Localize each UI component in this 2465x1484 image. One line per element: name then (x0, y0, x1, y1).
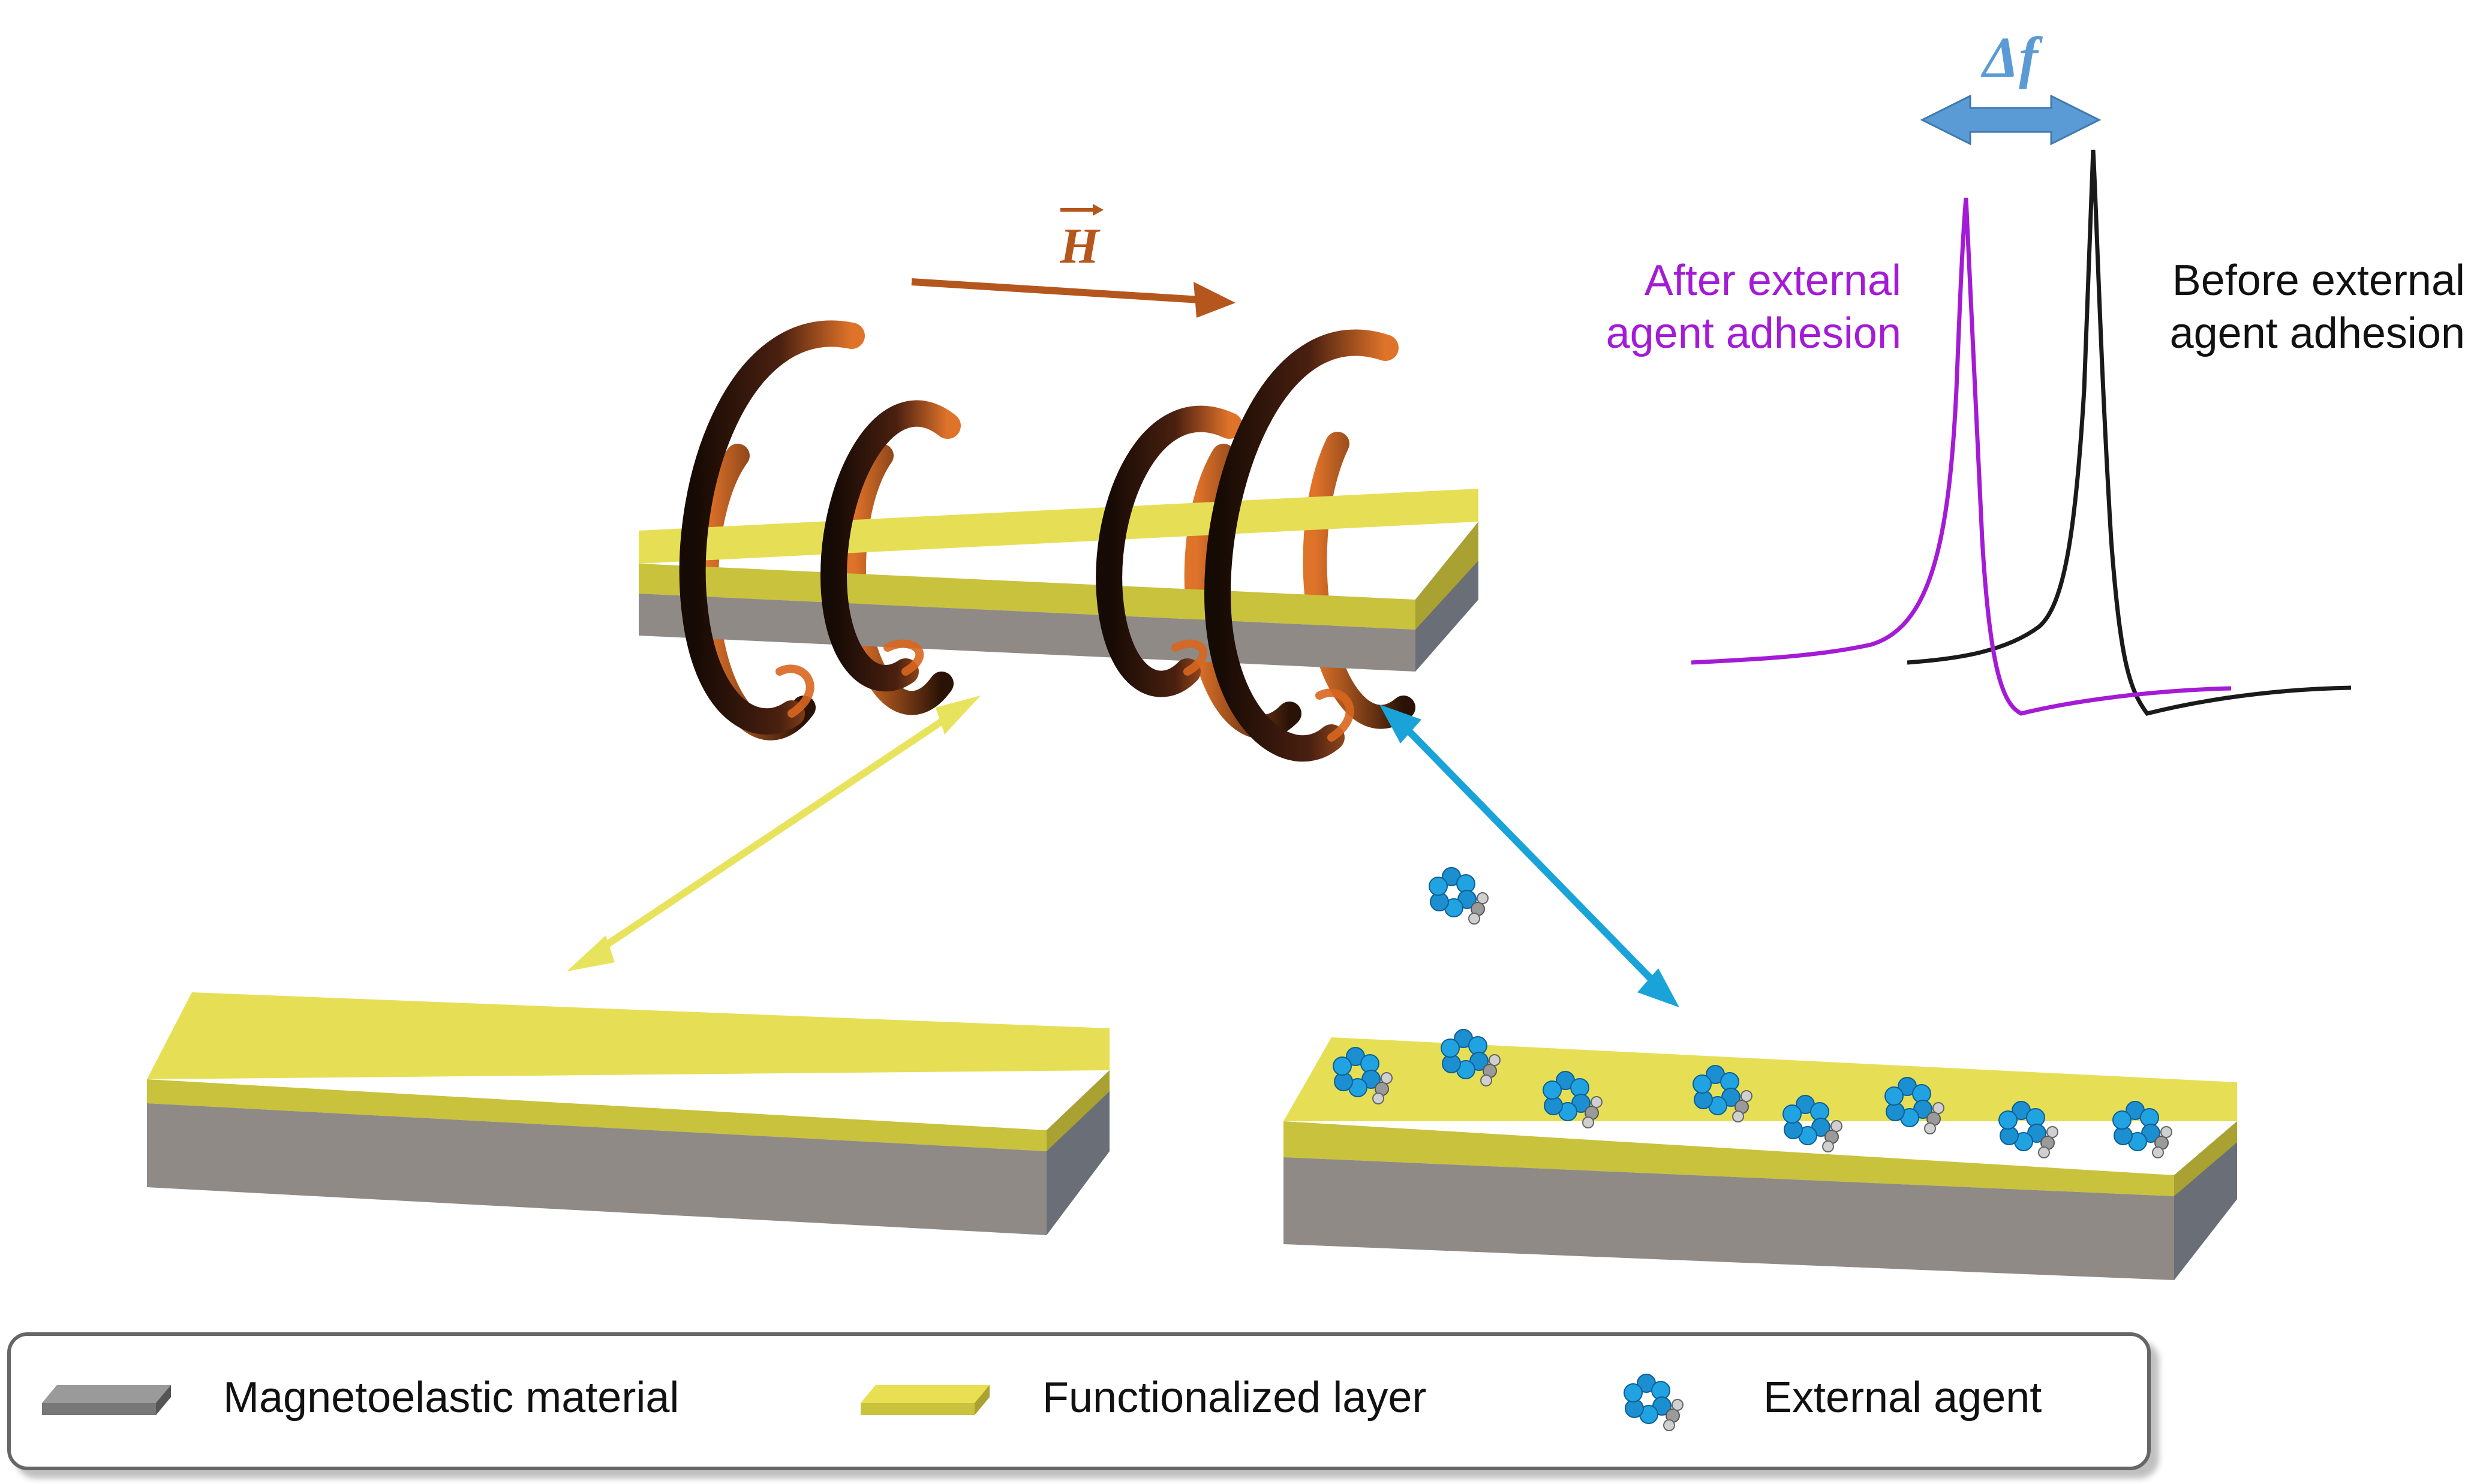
legend-functionalized-label: Functionalized layer (1042, 1374, 1427, 1422)
yellow-link-arrow (567, 696, 981, 971)
coil-front-halves (679, 320, 1399, 762)
legend-magnetoelastic-label: Magnetoelastic material (223, 1374, 680, 1422)
right-sensor-strip (1283, 1037, 2237, 1280)
before-curve (1907, 149, 2352, 716)
coil-loop-1 (679, 320, 865, 735)
central-sensor (639, 320, 1478, 762)
cyan-link-arrow (1379, 705, 1679, 1007)
legend-panel (7, 1332, 2151, 1470)
coil-loop-4 (1204, 329, 1399, 762)
legend-agent-label: External agent (1763, 1374, 2042, 1422)
agent-legend-icon (1624, 1374, 1684, 1431)
delta-f-arrow: Δf (1920, 25, 2102, 146)
after-curve (1691, 197, 2232, 716)
before-label: Before external agent adhesion (2123, 255, 2465, 360)
delta-f-label: Δf (1980, 25, 2043, 89)
magnetoelastic-legend-icon (42, 1385, 171, 1415)
field-label: H (1059, 218, 1101, 274)
left-sensor-strip (147, 992, 1110, 1235)
before-label-line-1: Before external (2172, 257, 2465, 305)
coil-loop-2 (820, 400, 961, 692)
before-label-line-2: agent adhesion (2169, 309, 2465, 357)
after-label-line-2: agent adhesion (1606, 309, 1901, 357)
field-arrow: H (911, 204, 1235, 318)
coil-loop-3 (1096, 405, 1243, 697)
resonance-spectrum: Δf (1691, 25, 2352, 716)
after-label-line-1: After external (1644, 257, 1901, 305)
after-label: After external agent adhesion (1559, 255, 1901, 360)
functionalized-legend-icon (861, 1385, 990, 1415)
